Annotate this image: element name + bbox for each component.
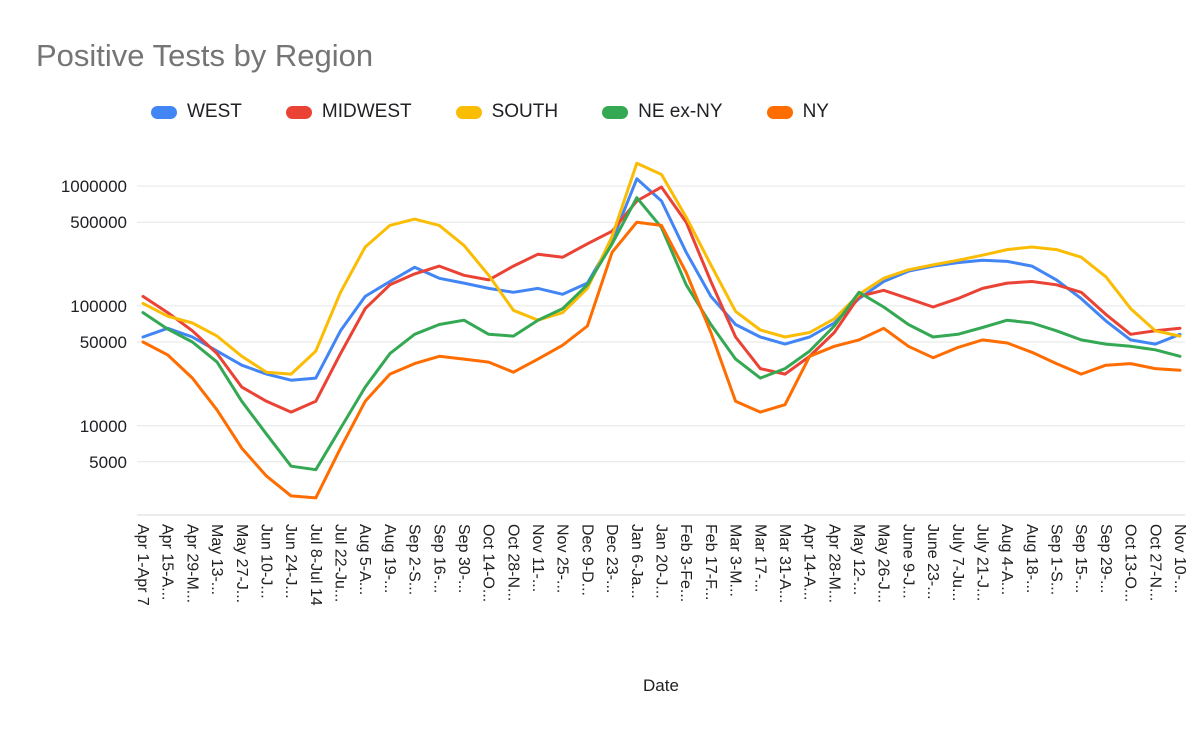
legend-item-ny[interactable]: NY bbox=[766, 101, 829, 123]
x-tick-label: Dec 9-D... bbox=[578, 524, 595, 596]
x-tick-label: Jan 20-J... bbox=[653, 524, 670, 599]
x-tick-label: Oct 14-O... bbox=[480, 524, 497, 602]
y-tick-label: 1000000 bbox=[61, 177, 127, 196]
x-tick-label: Aug 18-... bbox=[1023, 524, 1040, 593]
y-tick-label: 5000 bbox=[89, 453, 127, 472]
x-tick-label: Sep 2-S... bbox=[406, 524, 423, 595]
x-tick-label: Aug 4-A... bbox=[998, 524, 1015, 595]
chart-title: Positive Tests by Region bbox=[36, 38, 374, 73]
x-tick-label: Sep 30-... bbox=[455, 524, 472, 593]
legend-label: NY bbox=[802, 101, 829, 122]
x-tick-label: Sep 29-... bbox=[1097, 524, 1114, 593]
legend-label: WEST bbox=[187, 101, 242, 122]
legend-swatch bbox=[766, 105, 793, 119]
legend-swatch bbox=[285, 105, 312, 119]
x-tick-label: Nov 11-... bbox=[529, 524, 546, 592]
x-tick-label: Apr 28-M... bbox=[825, 524, 842, 603]
x-tick-label: Dec 23-... bbox=[603, 524, 620, 593]
x-tick-label: Jul 8-Jul 14 bbox=[307, 524, 324, 606]
series-line-south bbox=[141, 161, 1182, 376]
x-tick-label: Nov 10-... bbox=[1171, 524, 1188, 593]
x-tick-label: Jun 24-J... bbox=[282, 524, 299, 599]
y-tick-label: 10000 bbox=[80, 417, 127, 436]
x-tick-label: Feb 3-Fe... bbox=[677, 524, 694, 602]
x-tick-label: Nov 25-... bbox=[554, 524, 571, 593]
x-tick-label: Apr 29-M... bbox=[183, 524, 200, 603]
x-tick-label: Jul 22-Ju... bbox=[332, 524, 349, 602]
legend-swatch bbox=[455, 105, 482, 119]
y-tick-label: 500000 bbox=[70, 213, 127, 232]
x-tick-label: Sep 16-... bbox=[430, 524, 447, 593]
legend-swatch bbox=[151, 105, 177, 119]
y-tick-label: 100000 bbox=[70, 297, 127, 316]
series-line-ne-ex-ny bbox=[141, 196, 1182, 472]
x-tick-label: Mar 17-... bbox=[751, 524, 768, 592]
x-tick-label: Aug 19-... bbox=[381, 524, 398, 593]
legend-label: SOUTH bbox=[491, 101, 559, 122]
x-tick-label: Apr 1-Apr 7 bbox=[134, 524, 151, 606]
x-tick-label: Apr 15-A... bbox=[159, 524, 176, 600]
x-tick-label: May 13-... bbox=[208, 524, 225, 595]
x-tick-label: Apr 14-A... bbox=[801, 524, 818, 600]
x-tick-label: Aug 5-A... bbox=[356, 524, 373, 595]
x-tick-label: Sep 1-S... bbox=[1048, 524, 1065, 595]
legend-swatch bbox=[602, 105, 629, 119]
x-axis-title: Date bbox=[643, 676, 679, 695]
x-tick-label: Mar 31-A... bbox=[776, 524, 793, 603]
x-tick-label: Sep 15-... bbox=[1072, 524, 1089, 593]
legend-item-midwest[interactable]: MIDWEST bbox=[285, 101, 412, 123]
chart-plot[interactable]: 5000 10000 50000 100000 500000 1000000 Apr 1-A… bbox=[0, 135, 1200, 742]
x-tick-label: June 23-... bbox=[924, 524, 941, 600]
y-tick-label: 50000 bbox=[80, 333, 127, 352]
x-tick-label: July 7-Ju... bbox=[949, 524, 966, 601]
x-tick-label: Jan 6-Ja... bbox=[628, 524, 645, 599]
x-tick-label: May 27-J... bbox=[233, 524, 250, 603]
legend-item-south[interactable]: SOUTH bbox=[455, 101, 559, 123]
x-tick-label: Mar 3-M... bbox=[727, 524, 744, 597]
x-tick-label: Feb 17-F... bbox=[702, 524, 719, 600]
series-line-west bbox=[141, 177, 1182, 382]
x-tick-label: Oct 27-N... bbox=[1146, 524, 1163, 601]
x-tick-label: Oct 13-O... bbox=[1122, 524, 1139, 602]
legend-item-ne-ex-ny[interactable]: NE ex-NY bbox=[602, 101, 723, 123]
legend-label: NE ex-NY bbox=[638, 101, 723, 122]
series-line-midwest bbox=[141, 185, 1182, 414]
x-tick-label: Oct 28-N... bbox=[504, 524, 521, 601]
x-tick-label: May 12-... bbox=[850, 524, 867, 595]
chart-legend: WEST MIDWEST SOUTH NE ex-NY NY bbox=[0, 101, 980, 123]
legend-label: MIDWEST bbox=[321, 101, 412, 122]
x-tick-label: Jun 10-J... bbox=[258, 524, 275, 599]
legend-item-west[interactable]: WEST bbox=[151, 101, 242, 123]
series-line-ny bbox=[141, 220, 1182, 500]
x-tick-label: May 26-J... bbox=[875, 524, 892, 603]
x-tick-label: July 21-J... bbox=[974, 524, 991, 601]
x-tick-label: June 9-J... bbox=[899, 524, 916, 599]
